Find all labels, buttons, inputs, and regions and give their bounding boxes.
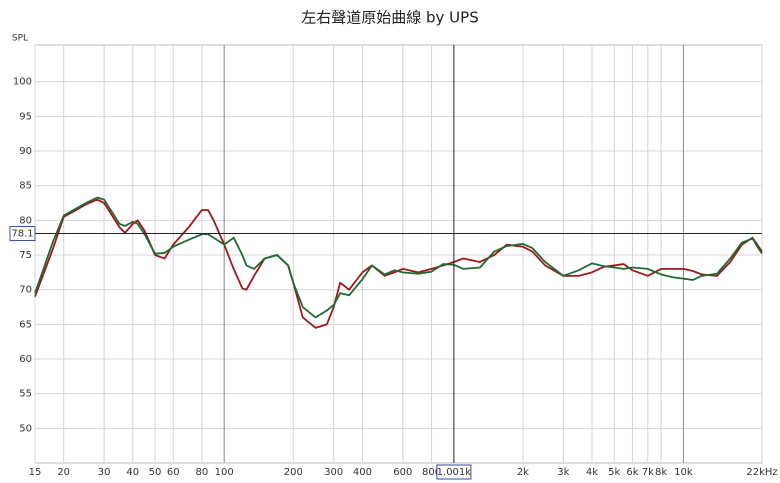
x-tick-label: 4k bbox=[586, 467, 598, 478]
x-tick-label: 600 bbox=[393, 467, 412, 478]
y-tick-label: 75 bbox=[19, 250, 32, 261]
y-tick-label: 60 bbox=[19, 354, 32, 365]
x-tick-label: 10k bbox=[674, 467, 693, 478]
x-tick-label: 50 bbox=[149, 467, 162, 478]
x-tick-label: 100 bbox=[215, 467, 234, 478]
chart-title: 左右聲道原始曲線 by UPS bbox=[301, 9, 478, 27]
x-tick-label: 800 bbox=[422, 467, 441, 478]
x-tick-label: 5k bbox=[608, 467, 620, 478]
x-tick-label: 20 bbox=[57, 467, 70, 478]
x-tick-label: 40 bbox=[126, 467, 139, 478]
cursor-y-box bbox=[9, 226, 36, 242]
y-tick-label: 80 bbox=[19, 215, 32, 226]
cursor-y-label: 78.1 bbox=[11, 229, 33, 240]
x-tick-label: 200 bbox=[284, 467, 303, 478]
plot-frame bbox=[34, 44, 763, 464]
y-tick-label: 55 bbox=[19, 389, 32, 400]
y-tick-label: 65 bbox=[19, 319, 32, 330]
x-tick-label: 80 bbox=[196, 467, 209, 478]
cursor-x-label: 1.001k bbox=[437, 467, 472, 478]
x-tick-label: 8k bbox=[655, 467, 667, 478]
x-tick-label: 15 bbox=[29, 467, 42, 478]
y-tick-label: 95 bbox=[19, 111, 32, 122]
x-tick-label: 30 bbox=[98, 467, 111, 478]
y-tick-label: 90 bbox=[19, 146, 32, 157]
x-tick-label: 400 bbox=[353, 467, 372, 478]
x-tick-label: 3k bbox=[557, 467, 569, 478]
data-line bbox=[34, 196, 763, 319]
data-line bbox=[34, 198, 763, 329]
x-tick-label: 2k bbox=[517, 467, 529, 478]
x-tick-label: 60 bbox=[167, 467, 180, 478]
y-tick-label: 100 bbox=[13, 77, 32, 88]
y-tick-label: 85 bbox=[19, 181, 32, 192]
y-axis-label: SPL bbox=[12, 34, 28, 44]
y-tick-label: 50 bbox=[19, 423, 32, 434]
y-tick-label: 70 bbox=[19, 285, 32, 296]
cursor-x-box bbox=[436, 464, 472, 480]
x-tick-label: 6k bbox=[626, 467, 638, 478]
x-tick-label: 300 bbox=[324, 467, 343, 478]
x-tick-label: 7k bbox=[642, 467, 654, 478]
x-tick-label: 22kHz bbox=[746, 467, 777, 478]
